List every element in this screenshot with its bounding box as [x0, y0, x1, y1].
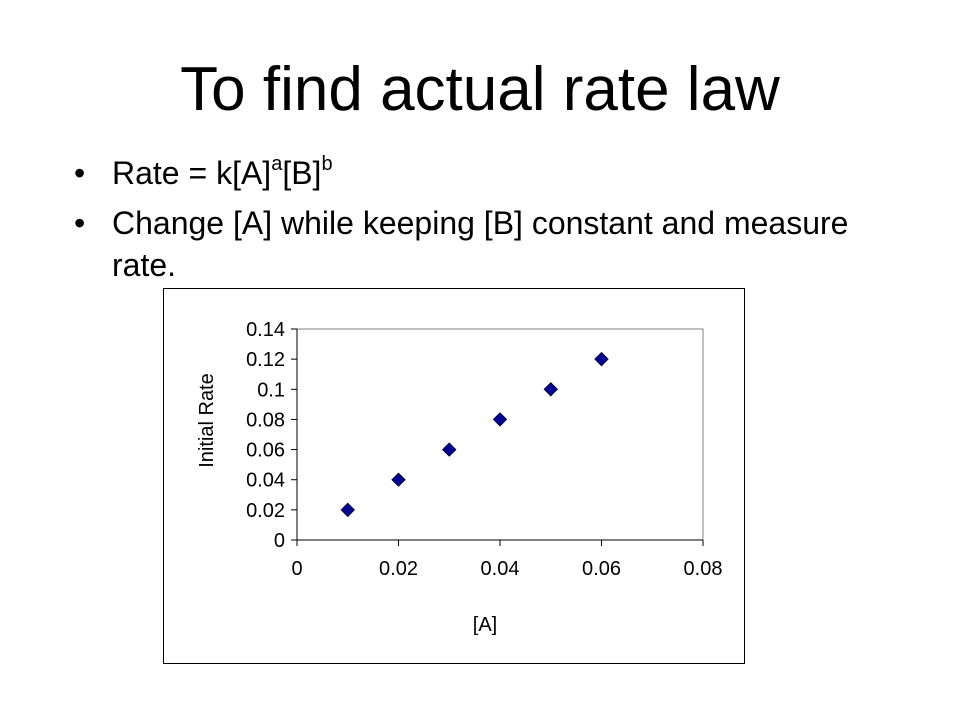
- x-tick-label: 0.04: [481, 558, 520, 580]
- data-point: [340, 502, 355, 518]
- data-point: [594, 351, 609, 367]
- y-tick-label: 0.08: [246, 409, 285, 431]
- y-tick-label: 0.02: [246, 500, 285, 522]
- rate-law-main: Rate = k[A]: [112, 155, 272, 191]
- bullet-procedure: • Change [A] while keeping [B] constant …: [74, 202, 874, 286]
- y-tick-label: 0: [274, 530, 285, 552]
- x-tick-label: 0: [291, 558, 302, 580]
- rate-law-b: [B]: [282, 155, 322, 191]
- y-tick-label: 0.06: [246, 440, 285, 462]
- scatter-chart: 0 0.02 0.04 0.06 0.08 0.1 0.12 0.14 0 0.02 0.04 0.0…: [196, 319, 723, 636]
- data-point: [442, 442, 457, 457]
- bullet-rate-law: • Rate = k[A]a[B]b: [74, 152, 874, 194]
- y-tick-label: 0.1: [257, 379, 285, 401]
- chart-frame: 0 0.02 0.04 0.06 0.08 0.1 0.12 0.14 0 0.02 0.04 0.0…: [163, 288, 745, 664]
- data-point: [492, 412, 508, 427]
- y-tick-label: 0.12: [246, 349, 285, 371]
- x-axis-title: [A]: [473, 614, 497, 636]
- exponent-b: b: [321, 153, 333, 175]
- plot-area: [296, 328, 704, 541]
- bullet-list: • Rate = k[A]a[B]b • Change [A] while ke…: [74, 152, 874, 294]
- x-tick-label: 0.08: [684, 558, 723, 580]
- procedure-text: Change [A] while keeping [B] constant an…: [112, 205, 849, 283]
- data-point: [543, 382, 558, 397]
- x-tick-label: 0.02: [379, 558, 418, 580]
- x-tick-label: 0.06: [582, 558, 621, 580]
- y-tick-label: 0.14: [246, 319, 285, 341]
- y-axis-title: Initial Rate: [196, 373, 218, 468]
- data-point: [391, 472, 406, 487]
- bullet-dot: •: [74, 205, 86, 241]
- exponent-a: a: [271, 153, 283, 175]
- y-tick-label: 0.04: [246, 470, 285, 492]
- bullet-dot: •: [74, 155, 86, 191]
- slide-title: To find actual rate law: [180, 55, 780, 124]
